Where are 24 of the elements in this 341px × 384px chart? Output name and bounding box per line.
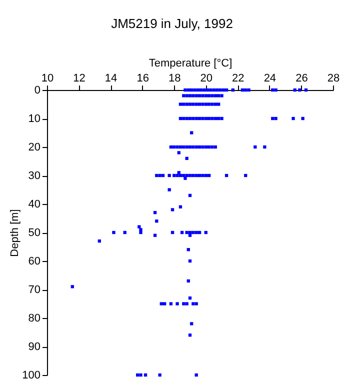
- y-tick-label: 50: [28, 227, 40, 239]
- y-tick-label: 10: [28, 113, 40, 125]
- x-tick-label: 18: [168, 72, 181, 84]
- y-tick-label: 60: [28, 256, 40, 268]
- y-axis-title: Depth [m]: [9, 209, 22, 257]
- x-tick-label: 22: [232, 72, 244, 84]
- y-tick-label: 0: [34, 84, 40, 96]
- y-tick-label: 90: [28, 341, 40, 353]
- x-tick-label: 20: [200, 72, 213, 84]
- x-tick-label: 12: [73, 72, 86, 84]
- x-tick-label: 24: [264, 72, 276, 84]
- y-tick-label: 30: [28, 170, 40, 182]
- x-tick-label: 26: [296, 72, 308, 84]
- x-tick-label: 14: [104, 72, 118, 84]
- y-tick-label: 40: [28, 198, 40, 210]
- y-tick-label: 100: [22, 370, 40, 382]
- x-tick-label: 10: [41, 72, 54, 84]
- chart-title: JM5219 in July, 1992: [111, 16, 233, 31]
- y-tick-label: 20: [28, 142, 40, 154]
- y-tick-label: 70: [28, 284, 40, 296]
- y-tick-label: 80: [28, 312, 40, 324]
- x-axis-title: Temperature [°C]: [148, 58, 232, 70]
- x-tick-label: 16: [136, 72, 149, 84]
- x-tick-label: 28: [327, 72, 340, 84]
